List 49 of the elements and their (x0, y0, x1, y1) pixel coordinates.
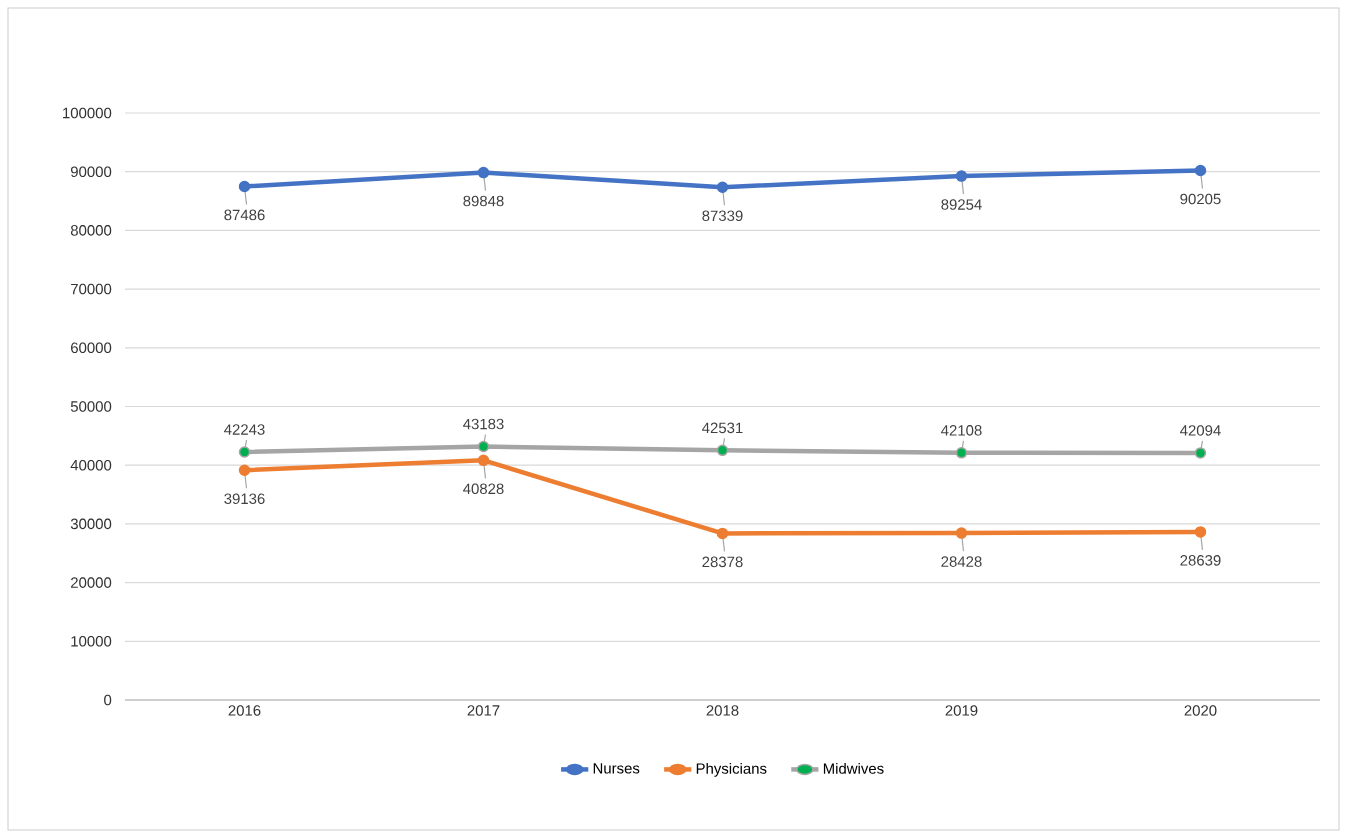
y-tick-label: 70000 (71, 283, 112, 295)
data-label: 28639 (1180, 555, 1221, 566)
point (716, 181, 729, 194)
y-tick-label: 40000 (70, 459, 112, 471)
data-label: 89254 (941, 199, 982, 210)
legend-label: Physicians (696, 762, 767, 777)
data-label: 42094 (1180, 425, 1221, 436)
y-tick-label: 50000 (70, 401, 112, 412)
data-label: 90205 (1180, 193, 1221, 205)
data-label: 39136 (224, 493, 265, 505)
y-tick-label: 20000 (71, 577, 112, 588)
y-tick-label: 0 (104, 694, 112, 706)
legend-label: Midwives (823, 762, 884, 774)
x-tick-label: 2017 (467, 705, 500, 716)
data-label: 42108 (941, 425, 982, 436)
point (955, 527, 968, 539)
data-label: 28428 (941, 556, 982, 567)
data-label: 40828 (463, 483, 504, 495)
legend-label: Nurses (593, 763, 640, 774)
point (1194, 164, 1207, 177)
data-label: 87486 (224, 209, 265, 221)
data-label: 42243 (224, 424, 265, 435)
point (955, 447, 968, 459)
data-label: 87339 (702, 210, 743, 222)
data-label: 42531 (702, 422, 743, 434)
y-tick-label: 30000 (70, 518, 112, 530)
x-tick-label: 2019 (945, 705, 978, 716)
point (1194, 447, 1207, 459)
point (477, 454, 490, 467)
data-label: 43183 (463, 418, 504, 430)
y-tick-label: 60000 (71, 342, 112, 354)
data-label: 89848 (463, 195, 504, 207)
point (716, 527, 729, 540)
point (477, 166, 490, 179)
y-tick-label: 90000 (70, 166, 112, 177)
point (477, 440, 490, 453)
y-tick-label: 10000 (71, 636, 112, 647)
x-tick-label: 2018 (706, 705, 739, 716)
point (238, 464, 251, 477)
point (1194, 526, 1207, 538)
y-tick-label: 80000 (70, 225, 112, 236)
data-label: 28378 (702, 556, 743, 568)
point (238, 446, 251, 458)
y-tick-label: 100000 (63, 107, 112, 119)
x-tick-label: 2016 (228, 705, 261, 716)
x-tick-label: 2020 (1184, 705, 1217, 716)
point (955, 170, 968, 182)
point (238, 180, 251, 193)
point (716, 444, 729, 457)
